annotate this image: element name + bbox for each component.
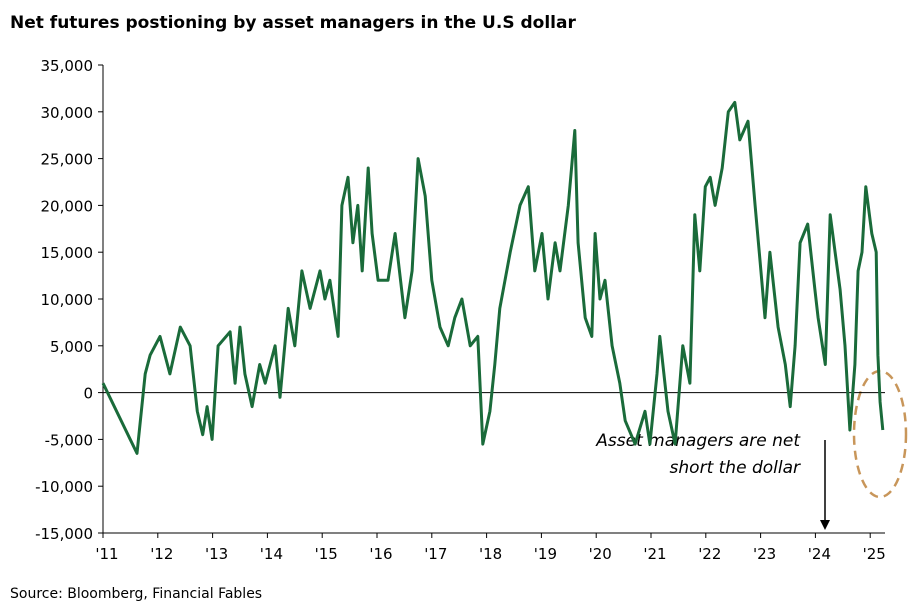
series-line [101,100,885,455]
y-tick-label: -10,000 [35,478,93,496]
y-tick-label: 15,000 [41,244,94,262]
y-tick-label: 20,000 [41,197,94,215]
x-tick-label: '12 [150,545,173,563]
x-tick-label: '22 [698,545,721,563]
y-tick-label: 35,000 [41,57,94,75]
x-tick-label: '15 [315,545,338,563]
x-tick-label: '20 [589,545,612,563]
y-tick-label: -15,000 [35,525,93,543]
x-tick-label: '24 [808,545,831,563]
annotation: short the dollar [670,458,801,478]
x-tick-label: '11 [95,545,118,563]
x-tick-label: '16 [369,545,392,563]
y-tick-label: 30,000 [41,104,94,122]
annotation: Asset managers are net [595,431,801,451]
x-tick-label: '14 [260,545,283,563]
x-tick-label: '18 [479,545,502,563]
y-tick-label: 0 [83,385,93,403]
x-tick-label: '25 [863,545,886,563]
y-tick-label: 25,000 [41,151,94,169]
x-tick-label: '19 [534,545,557,563]
x-tick-label: '17 [424,545,447,563]
x-tick-label: '13 [205,545,228,563]
arrow-head [820,520,830,530]
y-tick-label: -5,000 [45,431,93,449]
x-tick-label: '21 [643,545,666,563]
y-tick-label: 10,000 [41,291,94,309]
y-tick-label: 5,000 [50,338,93,356]
source: Source: Bloomberg, Financial Fables [10,586,262,602]
chart-title: Net futures postioning by asset managers… [10,13,576,33]
x-tick-label: '23 [753,545,776,563]
